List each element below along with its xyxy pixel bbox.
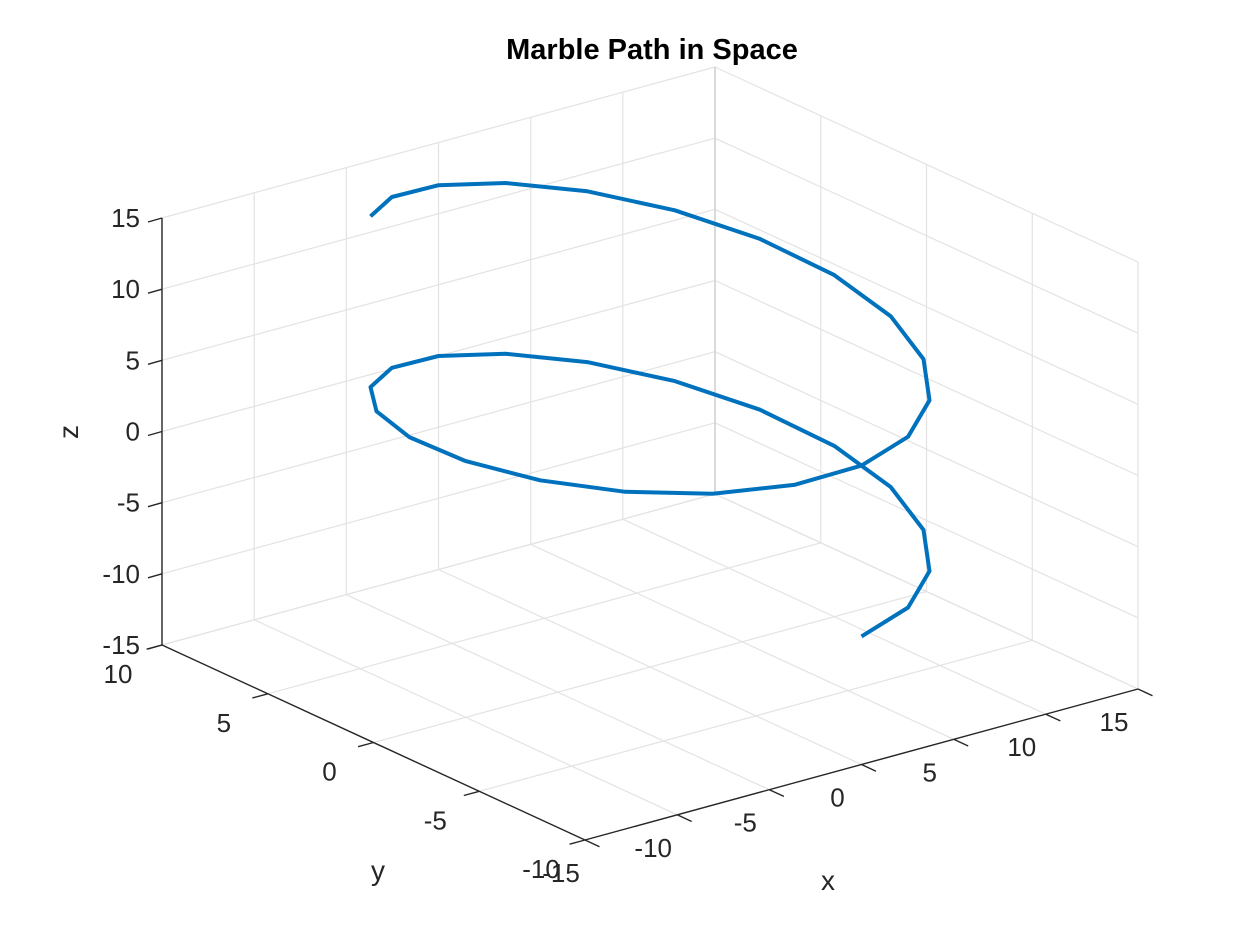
z-tick [147, 430, 163, 437]
z-tick-label: -10 [102, 559, 140, 589]
x-tick [861, 763, 877, 772]
back-wall-grid-line [161, 208, 716, 361]
series-line-0 [368, 181, 932, 639]
side-wall-grid-line [714, 351, 1139, 548]
floor-grid-line [267, 542, 821, 695]
z-tick [147, 502, 163, 508]
z-tick-label: 15 [111, 203, 140, 233]
x-tick [1137, 688, 1153, 697]
y-tick-label: 5 [217, 708, 231, 738]
side-wall-grid-line [714, 493, 1139, 690]
back-wall-grid-line [161, 137, 716, 290]
z-tick [147, 573, 163, 579]
side-wall-grid-line [714, 422, 1139, 619]
tick-marks [146, 217, 1153, 848]
y-tick-label: 0 [322, 757, 336, 787]
z-tick-label: 0 [126, 417, 140, 447]
y-tick [252, 693, 268, 699]
floor-grid-line [479, 639, 1033, 792]
x-tick-label: -15 [542, 858, 580, 888]
x-tick-label: 5 [922, 757, 936, 787]
back-wall-grid-line [161, 351, 716, 504]
z-tick [147, 288, 163, 294]
x-tick [1045, 713, 1061, 722]
y-tick-label: -5 [424, 805, 447, 835]
y-tick-label: -10 [522, 854, 560, 884]
z-axis-label: z [53, 425, 84, 439]
z-tick-label: 5 [126, 345, 140, 375]
side-wall-grid-line [714, 208, 1139, 405]
z-tick [147, 359, 163, 365]
x-tick-label: -10 [634, 833, 672, 863]
x-tick-label: 0 [830, 783, 844, 813]
x-tick [769, 789, 785, 798]
y-tick [569, 839, 586, 845]
z-tick [147, 217, 163, 223]
x-tick-label: 10 [1007, 732, 1036, 762]
back-wall-grid-line [161, 66, 716, 219]
z-tick-label: 10 [111, 274, 140, 304]
z-tick [147, 644, 163, 650]
x-tick [584, 839, 600, 848]
grid-lines [161, 66, 1139, 841]
back-wall-grid-line [161, 493, 716, 646]
z-tick-label: -5 [117, 488, 140, 518]
floor-grid-line [373, 590, 927, 744]
y-axis-label: y [371, 855, 385, 886]
axis-lines [161, 218, 1139, 841]
side-wall-grid-line [714, 137, 1139, 334]
x-axis-label: x [821, 865, 835, 896]
x-tick-label: -5 [734, 808, 757, 838]
x-tick [953, 738, 969, 747]
x-tick-label: 15 [1100, 707, 1129, 737]
z-tick-label: -15 [102, 630, 140, 660]
back-wall-grid-line [161, 422, 716, 575]
side-wall-grid-line [714, 66, 1139, 263]
y-tick [463, 790, 480, 797]
y-tick-label: 10 [104, 659, 133, 689]
chart-title: Marble Path in Space [506, 34, 798, 66]
x-tick [676, 814, 692, 823]
series-layer [368, 181, 932, 639]
y-tick [357, 741, 374, 748]
